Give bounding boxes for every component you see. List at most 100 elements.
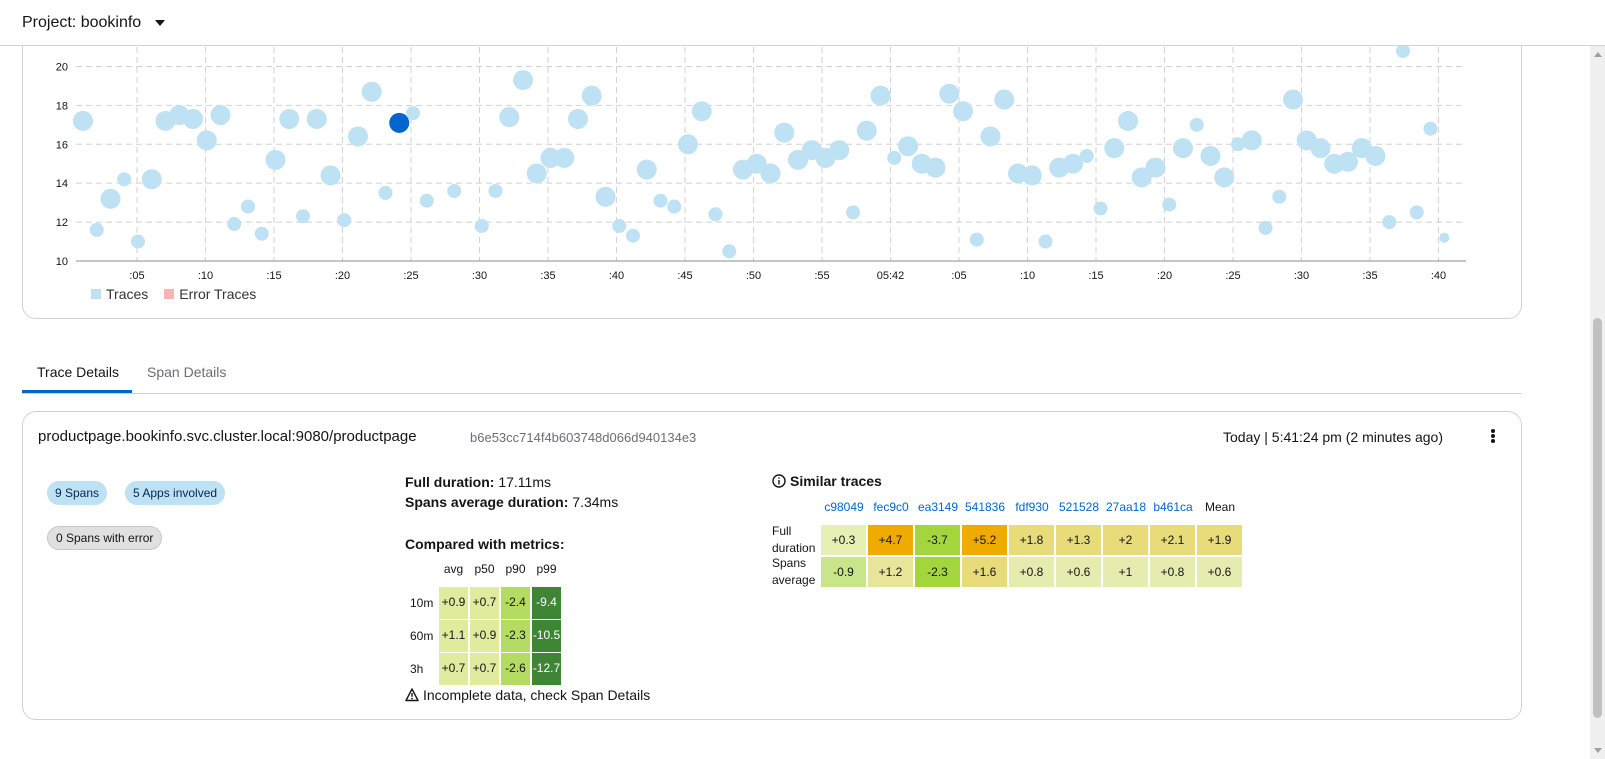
- trace-point[interactable]: [1104, 138, 1125, 159]
- trace-point[interactable]: [241, 199, 255, 214]
- trace-point[interactable]: [1365, 145, 1386, 166]
- trace-point[interactable]: [1189, 117, 1204, 132]
- similar-trace-link[interactable]: fdf930: [1015, 500, 1049, 514]
- trace-point[interactable]: [856, 120, 877, 141]
- trace-point[interactable]: [378, 185, 393, 200]
- trace-point[interactable]: [1439, 232, 1450, 243]
- scroll-down-icon[interactable]: [1594, 748, 1602, 753]
- trace-point[interactable]: [1338, 151, 1358, 172]
- scrollbar-thumb[interactable]: [1593, 318, 1602, 718]
- trace-point[interactable]: [1231, 137, 1245, 152]
- trace-point[interactable]: [73, 110, 93, 131]
- trace-point[interactable]: [887, 150, 902, 165]
- trace-point[interactable]: [846, 205, 860, 220]
- trace-point[interactable]: [265, 149, 286, 170]
- trace-point[interactable]: [1272, 189, 1287, 204]
- trace-point[interactable]: [939, 83, 960, 104]
- trace-point[interactable]: [227, 217, 242, 232]
- trace-point[interactable]: [117, 172, 132, 187]
- similar-trace-link[interactable]: 541836: [964, 500, 1006, 514]
- selected-trace-point[interactable]: [389, 112, 410, 133]
- trace-point[interactable]: [131, 234, 145, 249]
- similar-trace-link[interactable]: 27aa18: [1105, 500, 1147, 514]
- trace-point[interactable]: [1283, 89, 1303, 110]
- trace-point[interactable]: [210, 105, 231, 126]
- trace-point[interactable]: [1214, 167, 1235, 188]
- trace-point[interactable]: [474, 218, 489, 233]
- similar-trace-link[interactable]: fec9c0: [873, 500, 909, 514]
- trace-point[interactable]: [612, 218, 627, 233]
- trace-point[interactable]: [526, 163, 547, 184]
- tab-trace-details[interactable]: Trace Details: [37, 364, 119, 380]
- trace-point[interactable]: [1200, 145, 1221, 166]
- trace-point[interactable]: [636, 159, 657, 180]
- trace-point[interactable]: [1093, 201, 1108, 216]
- trace-point[interactable]: [653, 193, 668, 208]
- trace-point[interactable]: [279, 108, 300, 129]
- legend-item-traces[interactable]: Traces: [91, 286, 148, 302]
- trace-point[interactable]: [898, 136, 918, 157]
- trace-point[interactable]: [1258, 220, 1273, 235]
- trace-point[interactable]: [568, 108, 588, 129]
- trace-point[interactable]: [1038, 234, 1053, 249]
- trace-point[interactable]: [678, 134, 698, 155]
- trace-point[interactable]: [499, 107, 520, 128]
- trace-point[interactable]: [1409, 205, 1424, 220]
- trace-point[interactable]: [829, 140, 850, 161]
- trace-point[interactable]: [760, 163, 781, 184]
- trace-point[interactable]: [141, 169, 162, 190]
- trace-point[interactable]: [1079, 148, 1094, 163]
- similar-trace-link[interactable]: c98049: [824, 500, 864, 514]
- trace-point[interactable]: [89, 222, 104, 237]
- trace-point[interactable]: [1162, 197, 1177, 212]
- trace-point[interactable]: [708, 207, 723, 222]
- trace-point[interactable]: [595, 186, 616, 207]
- trace-point[interactable]: [722, 244, 737, 259]
- trace-point[interactable]: [361, 81, 382, 102]
- trace-point[interactable]: [419, 193, 434, 208]
- trace-point[interactable]: [254, 226, 269, 241]
- trace-point[interactable]: [320, 165, 341, 186]
- trace-point[interactable]: [994, 89, 1015, 110]
- trace-point[interactable]: [406, 106, 420, 121]
- trace-point[interactable]: [1310, 138, 1331, 159]
- kebab-menu-icon[interactable]: [1491, 429, 1495, 443]
- trace-point[interactable]: [774, 122, 795, 143]
- trace-point[interactable]: [953, 101, 973, 122]
- trace-point[interactable]: [447, 183, 462, 198]
- trace-point[interactable]: [1021, 165, 1042, 186]
- legend-item-error-traces[interactable]: Error Traces: [164, 286, 256, 302]
- trace-point[interactable]: [488, 183, 503, 198]
- trace-point[interactable]: [1063, 153, 1083, 174]
- trace-point[interactable]: [1396, 46, 1410, 58]
- project-selector[interactable]: Project: bookinfo: [22, 14, 166, 32]
- similar-trace-link[interactable]: b461ca: [1153, 500, 1193, 514]
- trace-point[interactable]: [100, 188, 121, 209]
- trace-point[interactable]: [183, 108, 203, 129]
- tab-span-details[interactable]: Span Details: [147, 364, 227, 380]
- trace-point[interactable]: [980, 126, 1001, 147]
- trace-point[interactable]: [306, 108, 327, 129]
- trace-point[interactable]: [1382, 215, 1397, 230]
- trace-point[interactable]: [540, 147, 561, 168]
- trace-point[interactable]: [348, 126, 368, 147]
- trace-point[interactable]: [196, 130, 217, 151]
- trace-point[interactable]: [870, 85, 891, 106]
- trace-point[interactable]: [1118, 110, 1138, 131]
- trace-point[interactable]: [626, 228, 640, 243]
- similar-trace-link[interactable]: 521528: [1058, 500, 1100, 514]
- trace-point[interactable]: [581, 85, 602, 106]
- trace-point[interactable]: [337, 213, 352, 228]
- trace-point[interactable]: [1145, 157, 1166, 178]
- page-scrollbar[interactable]: [1590, 46, 1605, 759]
- trace-point[interactable]: [1241, 130, 1262, 151]
- trace-point[interactable]: [513, 70, 533, 91]
- trace-point[interactable]: [1173, 138, 1193, 159]
- trace-point[interactable]: [691, 101, 712, 122]
- similar-trace-link[interactable]: ea3149: [917, 500, 959, 514]
- trace-point[interactable]: [1423, 121, 1438, 136]
- trace-point[interactable]: [296, 209, 310, 224]
- trace-point[interactable]: [969, 232, 984, 247]
- scroll-up-icon[interactable]: [1594, 52, 1602, 57]
- trace-point[interactable]: [925, 157, 946, 178]
